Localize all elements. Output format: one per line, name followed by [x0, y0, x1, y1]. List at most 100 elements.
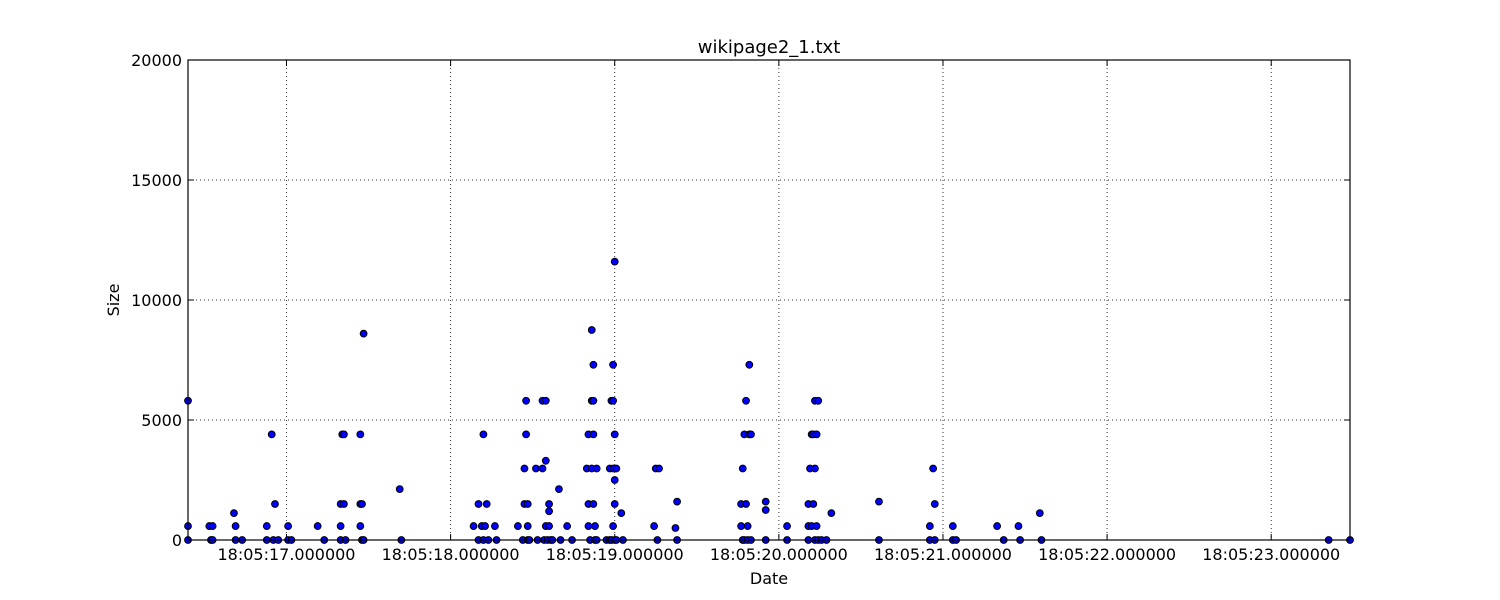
- data-point: [738, 464, 747, 473]
- data-point: [650, 522, 659, 530]
- data-point: [589, 430, 598, 439]
- data-point: [742, 396, 750, 405]
- data-point: [545, 507, 553, 516]
- data-point: [313, 522, 322, 530]
- data-point: [809, 500, 818, 508]
- data-point: [743, 522, 752, 530]
- data-point: [610, 430, 619, 439]
- data-point: [340, 430, 348, 439]
- axis-ticks: 18:05:17.000000 18:05:18.000000 18:05:19.0…: [131, 51, 1350, 564]
- data-point: [930, 500, 939, 508]
- data-point: [538, 464, 547, 473]
- data-point: [1035, 509, 1044, 518]
- data-point: [523, 522, 532, 530]
- x-tick-label: 18:05:23.000000: [1202, 545, 1340, 564]
- data-point: [555, 485, 563, 494]
- data-point: [617, 509, 626, 518]
- data-point: [584, 522, 593, 530]
- data-point: [513, 522, 522, 530]
- chart-title: wikipage2_1.txt: [698, 37, 841, 58]
- data-point: [563, 522, 572, 530]
- data-point: [358, 500, 366, 508]
- data-point: [481, 522, 489, 530]
- data-point: [609, 522, 617, 530]
- data-point: [592, 464, 601, 473]
- data-point: [491, 522, 499, 530]
- data-point: [925, 522, 934, 530]
- x-tick-label: 18:05:21.000000: [874, 545, 1012, 564]
- data-point: [545, 522, 553, 530]
- y-tick-label: 0: [172, 531, 182, 550]
- data-point: [673, 497, 681, 506]
- data-point: [230, 509, 238, 518]
- data-point: [737, 522, 745, 530]
- data-point: [655, 464, 663, 473]
- data-point: [929, 464, 938, 473]
- data-point: [610, 476, 619, 484]
- x-tick-label: 18:05:19.000000: [546, 545, 684, 564]
- y-tick-label: 15000: [131, 171, 182, 190]
- data-point: [522, 396, 530, 405]
- data-point: [747, 430, 755, 439]
- data-point: [783, 522, 791, 530]
- data-point: [520, 464, 529, 473]
- data-point: [208, 522, 217, 530]
- data-point: [993, 522, 1002, 530]
- data-point: [812, 430, 821, 439]
- data-point: [541, 396, 550, 405]
- data-point: [589, 360, 598, 369]
- data-point: [395, 485, 404, 494]
- y-tick-label: 5000: [141, 411, 182, 430]
- data-point: [284, 522, 293, 530]
- data-point: [742, 500, 750, 508]
- data-point: [482, 500, 491, 508]
- data-point: [610, 257, 619, 266]
- data-point: [812, 522, 821, 530]
- data-point: [271, 500, 279, 508]
- data-point: [589, 500, 598, 508]
- data-point: [761, 497, 770, 506]
- data-point: [356, 430, 365, 439]
- data-point: [1014, 522, 1023, 530]
- data-point: [671, 524, 680, 532]
- data-point: [262, 522, 271, 530]
- data-point: [522, 430, 530, 439]
- data-point: [761, 506, 770, 514]
- data-point: [609, 360, 617, 369]
- data-point: [532, 464, 540, 473]
- x-axis-label: Date: [750, 569, 788, 588]
- data-point: [545, 500, 553, 508]
- x-tick-label: 18:05:22.000000: [1038, 545, 1176, 564]
- data-point: [948, 522, 957, 530]
- data-point: [814, 396, 823, 405]
- y-tick-label: 20000: [131, 51, 182, 70]
- data-point: [469, 522, 478, 530]
- grid-lines: [188, 60, 1350, 540]
- data-point: [875, 497, 883, 506]
- data-point: [231, 522, 240, 530]
- x-tick-label: 18:05:17.000000: [217, 545, 355, 564]
- data-point: [827, 509, 836, 518]
- data-point: [589, 396, 598, 405]
- data-point: [479, 430, 488, 439]
- data-point: [610, 500, 619, 508]
- data-point: [356, 522, 365, 530]
- data-point: [811, 464, 819, 473]
- x-tick-label: 18:05:18.000000: [382, 545, 520, 564]
- data-point: [541, 456, 550, 465]
- data-point: [267, 430, 276, 439]
- data-point: [591, 522, 599, 530]
- data-point: [340, 500, 348, 508]
- data-point: [359, 329, 368, 338]
- data-point: [523, 500, 532, 508]
- x-tick-label: 18:05:20.000000: [710, 545, 848, 564]
- data-point: [745, 360, 754, 369]
- data-point: [587, 326, 596, 334]
- data-point: [336, 522, 345, 530]
- data-points: [184, 257, 1354, 544]
- plot-frame: [187, 59, 1351, 541]
- y-tick-label: 10000: [131, 291, 182, 310]
- data-point: [474, 500, 483, 508]
- data-point: [609, 396, 617, 405]
